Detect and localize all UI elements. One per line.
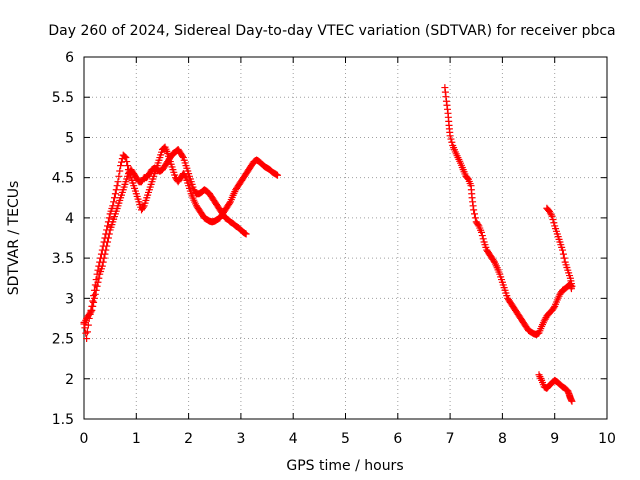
data-point-marker — [242, 230, 250, 238]
data-point-marker — [124, 162, 132, 170]
data-point-marker — [471, 210, 479, 218]
x-tick-label: 2 — [184, 431, 193, 447]
data-point-marker — [547, 211, 555, 219]
data-point-marker — [559, 250, 567, 258]
data-point-marker — [104, 238, 112, 246]
data-point-marker — [90, 298, 98, 306]
data-point-marker — [550, 219, 558, 227]
x-axis-label: GPS time / hours — [286, 458, 403, 474]
data-point-marker — [471, 214, 479, 222]
y-tick-label: 6 — [65, 50, 74, 66]
y-tick-label: 2 — [65, 372, 74, 388]
axis-ticks: 0 1 2 3 4 5 6 7 8 9 10 1.5 2 2.5 3 3.5 4 4.5 5 5.5 6 — [52, 50, 616, 447]
data-point-marker — [102, 246, 110, 254]
data-point-marker — [83, 328, 91, 336]
data-point-marker — [568, 282, 576, 290]
data-point-marker — [98, 262, 106, 270]
data-point-marker — [477, 228, 485, 236]
data-point-marker — [549, 215, 557, 223]
y-tick-label: 2.5 — [52, 332, 74, 348]
data-point-marker — [84, 321, 92, 329]
data-point-marker — [90, 294, 98, 302]
x-tick-label: 1 — [132, 431, 141, 447]
y-tick-label: 1.5 — [52, 412, 74, 428]
y-tick-label: 4.5 — [52, 171, 74, 187]
y-tick-label: 3 — [65, 291, 74, 307]
data-point-marker — [92, 286, 100, 294]
y-axis-label: SDTVAR / TECUs — [6, 181, 22, 296]
data-point-marker — [95, 274, 103, 282]
data-point-marker — [139, 203, 147, 211]
data-point-marker — [94, 278, 102, 286]
data-point-marker — [91, 290, 99, 298]
data-point-marker — [560, 254, 568, 262]
data-point-marker — [479, 235, 487, 243]
chart-title: Day 260 of 2024, Sidereal Day-to-day VTE… — [48, 23, 615, 39]
data-point-marker — [122, 154, 130, 162]
data-point-marker — [111, 190, 119, 198]
data-point-marker — [89, 302, 97, 310]
data-point-marker — [105, 230, 113, 238]
data-point-marker — [274, 171, 282, 179]
data-point-marker — [105, 214, 113, 222]
data-point-marker — [99, 258, 107, 266]
data-point-marker — [111, 194, 119, 202]
data-point-marker — [104, 222, 112, 230]
data-point-marker — [478, 232, 486, 240]
data-point-marker — [87, 308, 95, 316]
data-point-marker — [114, 178, 122, 186]
x-tick-label: 8 — [498, 431, 507, 447]
data-point-marker — [559, 246, 567, 254]
x-tick-label: 3 — [236, 431, 245, 447]
y-tick-label: 5.5 — [52, 90, 74, 106]
series-evening-trace-a — [441, 84, 575, 339]
data-point-marker — [178, 152, 186, 160]
data-points — [80, 84, 576, 405]
data-point-marker — [123, 158, 131, 166]
data-point-marker — [110, 198, 118, 206]
x-tick-label: 9 — [550, 431, 559, 447]
data-point-marker — [103, 242, 111, 250]
data-point-marker — [447, 135, 455, 143]
series-evening-trace-c — [535, 371, 576, 405]
data-point-marker — [104, 234, 112, 242]
data-point-marker — [93, 282, 101, 290]
data-point-marker — [83, 335, 91, 343]
series-evening-trace-b — [543, 204, 576, 290]
series-morning-trace-a — [80, 143, 282, 343]
data-point-marker — [100, 254, 108, 262]
data-point-marker — [446, 132, 454, 140]
x-tick-label: 0 — [80, 431, 89, 447]
x-tick-label: 5 — [341, 431, 350, 447]
data-point-marker — [121, 153, 129, 161]
grid-lines — [84, 57, 607, 419]
x-tick-label: 10 — [598, 431, 616, 447]
data-point-marker — [88, 306, 96, 314]
data-point-marker — [113, 182, 121, 190]
data-point-marker — [112, 186, 120, 194]
x-tick-label: 6 — [393, 431, 402, 447]
x-tick-label: 7 — [446, 431, 455, 447]
data-point-marker — [568, 397, 576, 405]
data-point-marker — [548, 212, 556, 220]
x-tick-label: 4 — [289, 431, 298, 447]
y-tick-label: 4 — [65, 211, 74, 227]
y-tick-label: 5 — [65, 130, 74, 146]
y-tick-label: 3.5 — [52, 251, 74, 267]
series-morning-trace-b — [80, 146, 250, 328]
data-point-marker — [101, 250, 109, 258]
data-point-marker — [448, 138, 456, 146]
data-point-marker — [115, 172, 123, 180]
data-point-marker — [82, 329, 90, 337]
data-point-marker — [470, 206, 478, 214]
data-point-marker — [117, 162, 125, 170]
data-point-marker — [116, 167, 124, 175]
